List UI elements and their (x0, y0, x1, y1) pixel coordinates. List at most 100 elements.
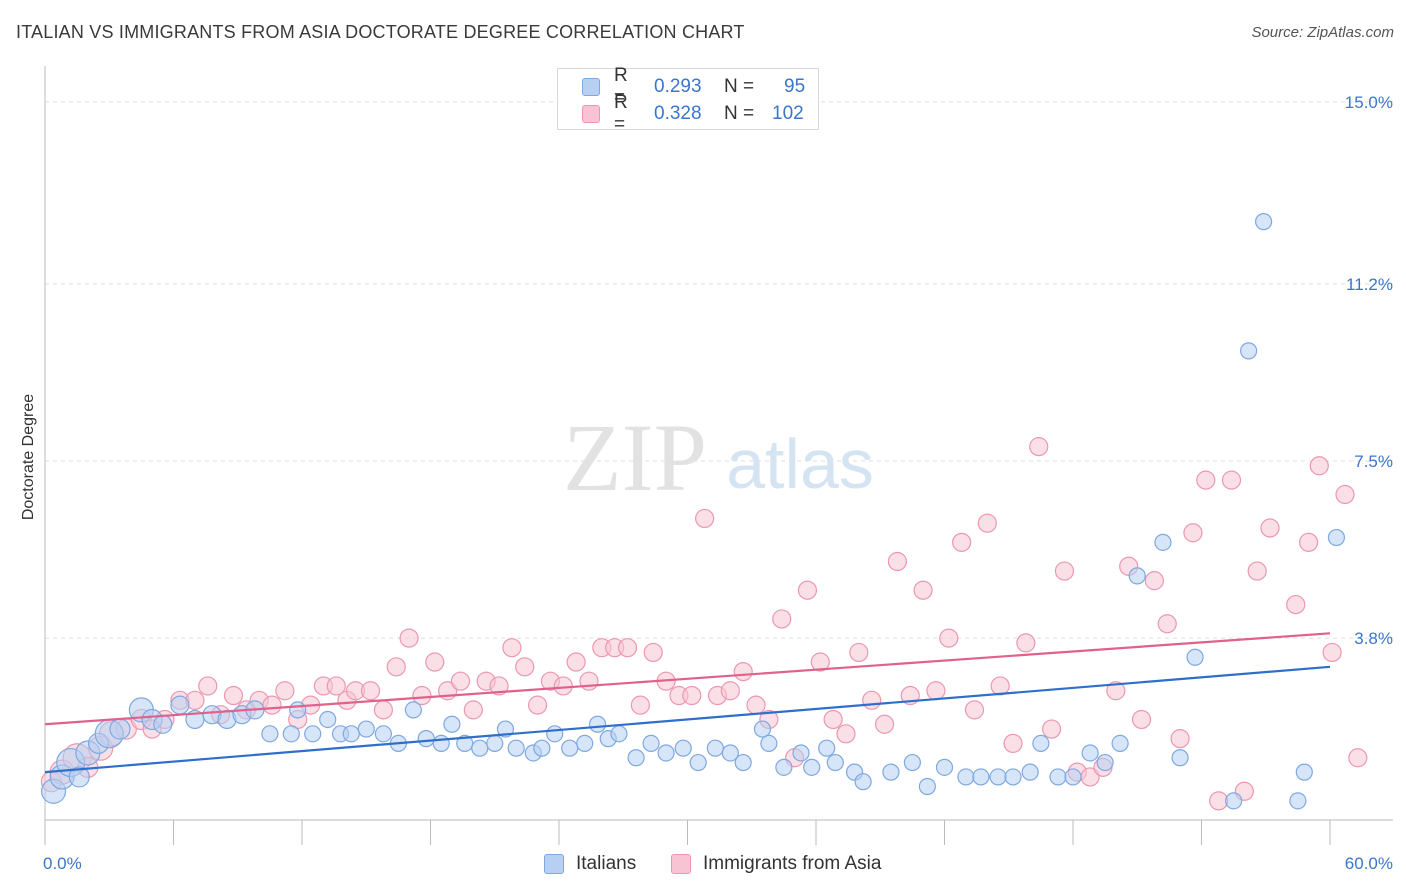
data-point (223, 685, 244, 706)
data-point (1171, 749, 1189, 767)
data-point (721, 744, 739, 762)
data-point (417, 730, 435, 748)
data-point (854, 773, 872, 791)
asia-trend-line (44, 632, 1331, 726)
data-point (374, 725, 392, 743)
n-label: N = (724, 103, 755, 124)
asia-r-value: 0.328 (654, 103, 702, 124)
data-point (198, 676, 218, 696)
data-point (319, 710, 337, 729)
data-point (689, 753, 707, 772)
data-point (989, 768, 1007, 786)
data-point (412, 685, 432, 706)
x-tick-label-min: 0.0% (43, 854, 82, 873)
data-point (471, 739, 489, 757)
data-point (720, 681, 740, 701)
chart-title: ITALIAN VS IMMIGRANTS FROM ASIA DOCTORAT… (16, 22, 745, 42)
data-point (1255, 213, 1273, 231)
data-point (939, 628, 959, 648)
data-point (1144, 571, 1164, 591)
data-point (289, 701, 307, 719)
italians-legend-label: Italians (576, 853, 637, 874)
data-point (775, 758, 793, 776)
data-point (1081, 744, 1099, 762)
data-point (1096, 753, 1114, 772)
data-point (964, 700, 985, 720)
data-point (630, 695, 650, 715)
data-point (425, 652, 445, 672)
data-point (357, 720, 375, 738)
data-point (153, 714, 173, 734)
data-point (810, 652, 830, 672)
data-point (1289, 792, 1307, 810)
data-point (432, 734, 450, 753)
watermark: ZIP atlas (563, 404, 874, 511)
data-point (1260, 518, 1280, 538)
data-point (502, 638, 522, 658)
data-point (515, 657, 535, 677)
data-point (734, 753, 752, 772)
data-point (553, 676, 573, 696)
data-point (746, 695, 766, 715)
data-point (913, 580, 933, 600)
data-point (1209, 791, 1229, 811)
data-point (874, 714, 895, 734)
data-point (1183, 523, 1203, 543)
data-point (1016, 633, 1036, 653)
italians-trend-line (44, 665, 1331, 774)
data-point (1186, 648, 1204, 666)
data-point (706, 739, 724, 757)
italians-swatch (582, 78, 600, 96)
data-point (1335, 484, 1355, 505)
data-point (489, 676, 509, 696)
italians-r-value: 0.293 (654, 76, 702, 97)
data-point (1170, 729, 1190, 749)
y-tick-label: 11.2% (1346, 275, 1393, 294)
data-point (753, 720, 772, 738)
data-point (695, 508, 715, 529)
x-tick-label-max: 60.0% (1345, 854, 1393, 873)
asia-swatch (582, 105, 600, 123)
source-label: Source: ZipAtlas.com (1251, 24, 1394, 41)
y-tick-label: 7.5% (1354, 452, 1393, 471)
data-point (1247, 561, 1267, 581)
data-point (990, 676, 1010, 696)
data-point (386, 657, 406, 677)
data-point (566, 652, 586, 672)
data-point (1154, 533, 1172, 551)
data-point (1348, 748, 1368, 768)
asia-legend-label: Immigrants from Asia (703, 853, 882, 874)
data-point (373, 700, 393, 720)
data-point (610, 725, 628, 743)
data-point (657, 744, 675, 762)
data-point (826, 753, 844, 772)
data-point (733, 661, 753, 682)
data-point (1196, 470, 1216, 490)
data-point (360, 681, 381, 701)
data-point (674, 739, 692, 757)
data-point (1106, 681, 1126, 701)
watermark-atlas: atlas (726, 425, 874, 503)
data-point (486, 734, 504, 753)
legend-row-asia: R = 0.328 N = 102 (582, 92, 804, 135)
data-point (836, 724, 856, 744)
data-point (546, 725, 564, 743)
data-point (903, 753, 921, 772)
data-point (275, 681, 295, 701)
data-point (935, 758, 954, 776)
data-point (1111, 734, 1129, 753)
data-point (342, 725, 360, 743)
asia-n-value: 102 (772, 103, 804, 124)
data-point (643, 642, 663, 663)
data-point (627, 749, 645, 767)
data-point (1240, 342, 1258, 360)
data-point (561, 739, 579, 757)
y-tick-label: 3.8% (1354, 629, 1393, 648)
data-point (68, 766, 90, 788)
data-point (918, 777, 936, 796)
y-axis-label: Doctorate Degree (20, 394, 37, 520)
data-point (797, 580, 818, 600)
data-point (262, 695, 282, 715)
data-point (399, 628, 419, 648)
